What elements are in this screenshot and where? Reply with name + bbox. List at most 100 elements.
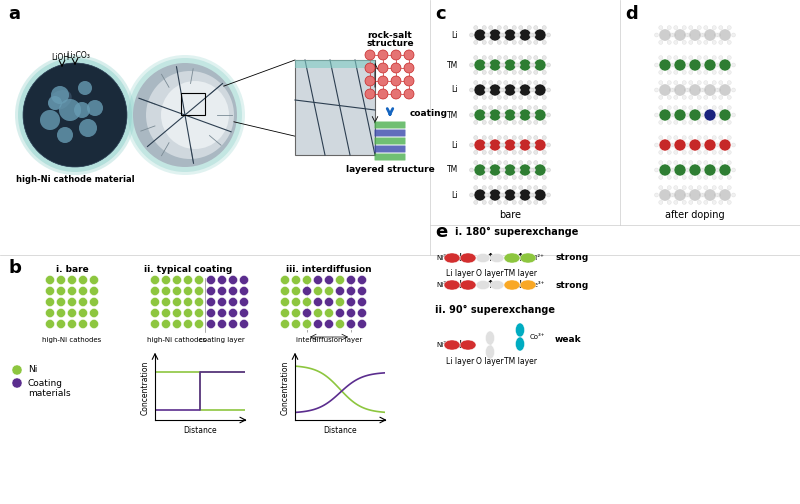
- Text: Coating: Coating: [28, 379, 63, 388]
- Circle shape: [727, 201, 731, 204]
- Circle shape: [162, 308, 170, 318]
- Circle shape: [727, 175, 731, 179]
- Circle shape: [365, 76, 375, 86]
- Circle shape: [542, 81, 546, 85]
- Circle shape: [378, 76, 388, 86]
- Circle shape: [518, 185, 522, 190]
- Circle shape: [489, 164, 501, 176]
- Circle shape: [391, 50, 401, 60]
- Text: b: b: [8, 259, 21, 277]
- Circle shape: [57, 127, 73, 143]
- Circle shape: [714, 33, 718, 37]
- Circle shape: [667, 55, 671, 59]
- Circle shape: [150, 297, 159, 306]
- Circle shape: [502, 63, 506, 67]
- Circle shape: [173, 308, 182, 318]
- Circle shape: [727, 81, 731, 85]
- Circle shape: [48, 96, 62, 110]
- Circle shape: [718, 95, 722, 99]
- Circle shape: [727, 95, 731, 99]
- Text: coating: coating: [410, 108, 448, 117]
- Circle shape: [161, 81, 229, 149]
- Circle shape: [498, 175, 502, 179]
- Circle shape: [512, 95, 516, 99]
- Circle shape: [542, 55, 546, 59]
- Ellipse shape: [460, 280, 476, 290]
- Circle shape: [474, 161, 478, 165]
- Circle shape: [474, 136, 478, 140]
- Circle shape: [534, 164, 546, 176]
- Circle shape: [717, 113, 721, 117]
- Circle shape: [57, 297, 66, 306]
- Text: structure: structure: [366, 39, 414, 48]
- Circle shape: [717, 143, 721, 147]
- Circle shape: [542, 106, 546, 110]
- Bar: [295, 60, 375, 68]
- Circle shape: [518, 40, 522, 44]
- Circle shape: [512, 81, 516, 85]
- Text: Ni²⁺: Ni²⁺: [436, 255, 450, 261]
- Circle shape: [704, 120, 708, 124]
- Circle shape: [542, 26, 546, 30]
- Circle shape: [346, 308, 355, 318]
- Circle shape: [239, 286, 249, 295]
- Circle shape: [485, 193, 489, 197]
- Circle shape: [78, 81, 92, 95]
- Ellipse shape: [444, 280, 460, 290]
- Circle shape: [530, 33, 534, 37]
- Circle shape: [335, 276, 345, 284]
- Circle shape: [498, 161, 502, 165]
- Circle shape: [206, 297, 215, 306]
- Circle shape: [530, 143, 534, 147]
- Circle shape: [67, 308, 77, 318]
- Circle shape: [670, 88, 674, 92]
- Circle shape: [689, 81, 693, 85]
- Text: iii. interdiffusion: iii. interdiffusion: [286, 266, 372, 275]
- Circle shape: [489, 26, 493, 30]
- Circle shape: [67, 286, 77, 295]
- Circle shape: [718, 161, 722, 165]
- Text: TM layer: TM layer: [503, 356, 537, 365]
- Circle shape: [531, 143, 535, 147]
- Circle shape: [489, 150, 493, 154]
- Circle shape: [718, 150, 722, 154]
- Circle shape: [658, 136, 662, 140]
- Text: Ni²⁺: Ni²⁺: [436, 342, 450, 348]
- Circle shape: [206, 308, 215, 318]
- Circle shape: [682, 95, 686, 99]
- Circle shape: [514, 143, 518, 147]
- Circle shape: [67, 297, 77, 306]
- Circle shape: [404, 63, 414, 73]
- Circle shape: [671, 113, 675, 117]
- Circle shape: [281, 308, 290, 318]
- Circle shape: [504, 59, 516, 71]
- Circle shape: [699, 143, 703, 147]
- Circle shape: [702, 113, 706, 117]
- Circle shape: [546, 88, 550, 92]
- Circle shape: [671, 193, 675, 197]
- Circle shape: [712, 161, 716, 165]
- Circle shape: [689, 95, 693, 99]
- Circle shape: [281, 320, 290, 329]
- Circle shape: [474, 175, 478, 179]
- Circle shape: [15, 55, 135, 175]
- Circle shape: [57, 286, 66, 295]
- Circle shape: [674, 161, 678, 165]
- Circle shape: [527, 201, 531, 204]
- Circle shape: [474, 185, 478, 190]
- Circle shape: [470, 193, 474, 197]
- Circle shape: [518, 120, 522, 124]
- Circle shape: [689, 189, 701, 201]
- Circle shape: [546, 113, 550, 117]
- Circle shape: [391, 63, 401, 73]
- Text: O layer: O layer: [476, 270, 504, 279]
- Circle shape: [365, 89, 375, 99]
- Circle shape: [719, 164, 731, 176]
- Circle shape: [685, 193, 689, 197]
- Circle shape: [150, 320, 159, 329]
- Text: Ni: Ni: [28, 365, 38, 374]
- Circle shape: [671, 63, 675, 67]
- Circle shape: [482, 150, 486, 154]
- Circle shape: [51, 86, 69, 104]
- Circle shape: [717, 33, 721, 37]
